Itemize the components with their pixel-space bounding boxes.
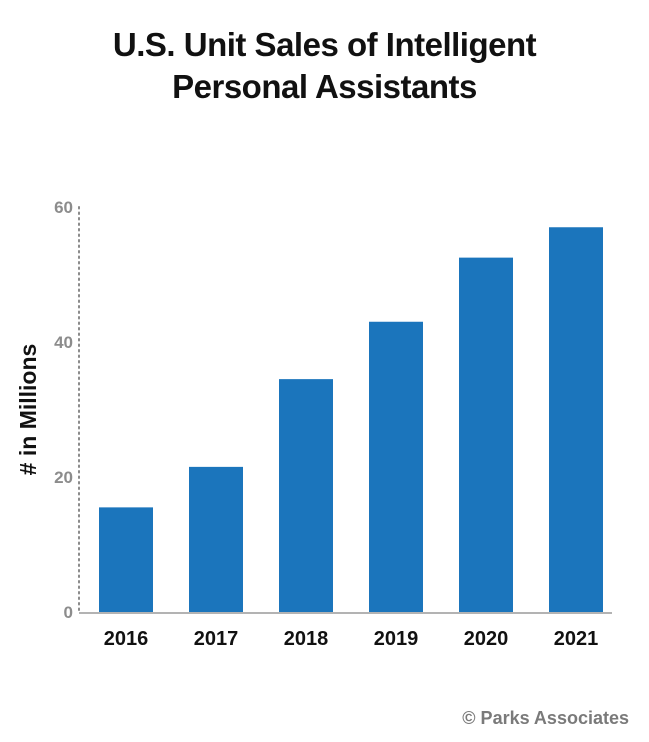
chart-title: U.S. Unit Sales of Intelligent Personal …: [0, 24, 649, 108]
chart-bars: [99, 227, 603, 612]
bar-2016: [99, 507, 153, 612]
y-tick-label: 60: [54, 198, 73, 217]
chart-title-line-2: Personal Assistants: [172, 68, 477, 105]
y-axis-label: # in Millions: [15, 344, 41, 476]
bar-2019: [369, 321, 423, 612]
bar-2017: [189, 466, 243, 612]
x-tick-label: 2020: [464, 628, 509, 650]
x-tick-label: 2018: [284, 628, 329, 650]
y-tick-label: 20: [54, 468, 73, 487]
chart-labels: 0 20 40 60 # in Millions 2016 2017 2018 2019 2020…: [15, 198, 598, 650]
bar-2020: [459, 257, 513, 612]
y-tick-label: 0: [64, 603, 73, 622]
chart-axes: [78, 206, 612, 614]
x-tick-label: 2017: [194, 628, 239, 650]
x-tick-label: 2016: [104, 628, 149, 650]
chart-title-line-1: U.S. Unit Sales of Intelligent: [112, 26, 537, 63]
y-tick-label: 40: [54, 333, 73, 352]
copyright-notice: © Parks Associates: [462, 708, 629, 728]
bar-2018: [279, 379, 333, 612]
x-tick-label: 2019: [374, 628, 419, 650]
bar-2021: [549, 227, 603, 612]
x-tick-label: 2021: [554, 628, 599, 650]
